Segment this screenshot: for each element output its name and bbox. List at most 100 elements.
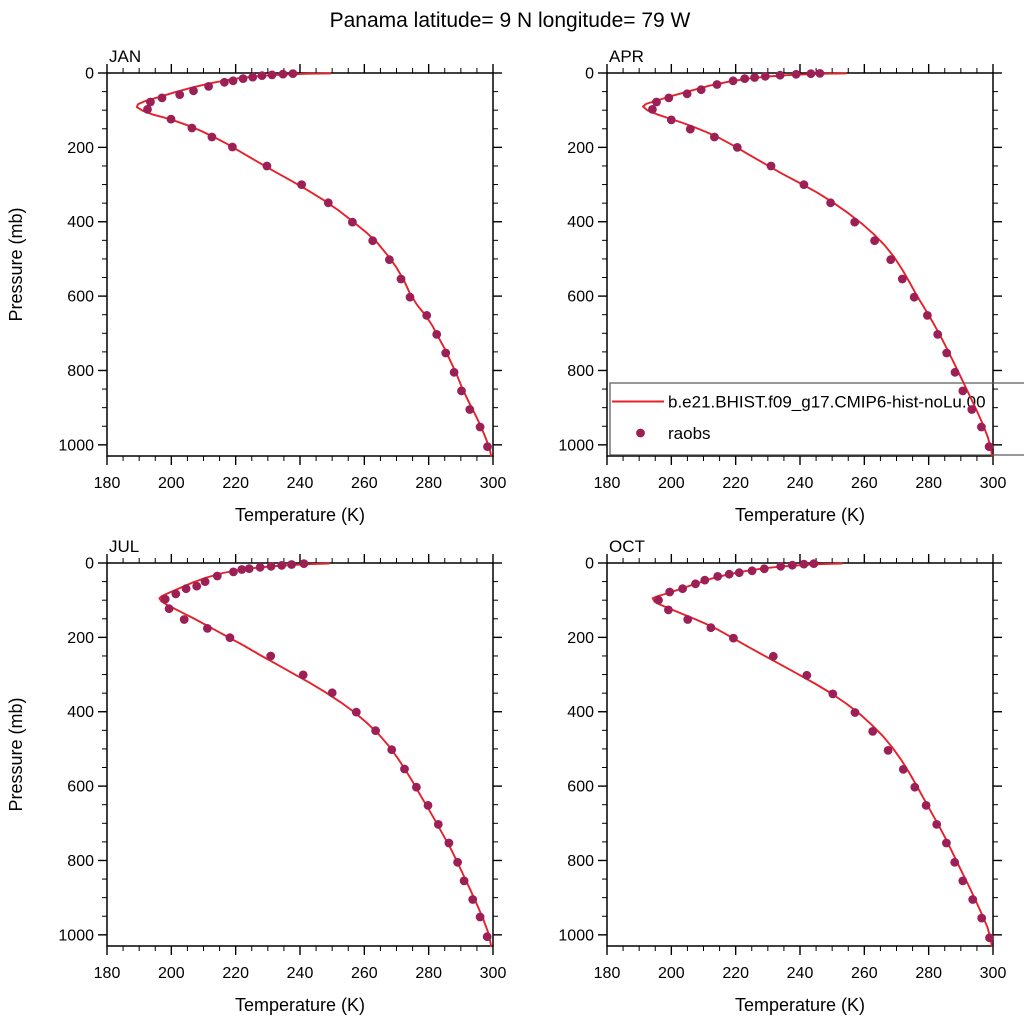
- y-tick-label: 1000: [58, 927, 94, 944]
- x-tick-label: 200: [658, 475, 685, 492]
- raobs-point: [432, 330, 442, 339]
- x-tick-label: 300: [480, 475, 507, 492]
- raobs-point: [351, 707, 361, 717]
- raobs-point: [740, 74, 750, 83]
- raobs-point: [449, 367, 459, 377]
- y-tick-label: 1000: [58, 437, 94, 454]
- raobs-point: [685, 124, 695, 134]
- raobs-point: [200, 577, 210, 586]
- raobs-point: [897, 274, 907, 284]
- raobs-point: [886, 255, 896, 265]
- raobs-point: [898, 765, 908, 774]
- raobs-point: [826, 198, 835, 208]
- raobs-point: [297, 180, 306, 190]
- y-tick-label: 400: [67, 214, 94, 231]
- raobs-point: [828, 689, 838, 699]
- axes-layer: 180 200 220 240 260 280 3000200400600800100018…: [58, 64, 1006, 982]
- raobs-point: [870, 236, 879, 246]
- raobs-point: [228, 142, 237, 152]
- raobs-point: [482, 932, 492, 942]
- y-tick-label: 600: [567, 289, 594, 306]
- x-axis-title-jan: Temperature (K): [235, 505, 365, 525]
- x-tick-label: 240: [787, 475, 814, 492]
- raobs-point: [164, 604, 174, 614]
- x-tick-label: 280: [415, 475, 442, 492]
- raobs-point: [459, 876, 469, 886]
- x-tick-label: 260: [851, 475, 878, 492]
- y-tick-label: 1000: [558, 437, 594, 454]
- raobs-point: [942, 348, 952, 358]
- legend-label-raobs: raobs: [668, 424, 711, 443]
- panel-series-jul: [158, 559, 493, 947]
- y-tick-label: 200: [67, 630, 94, 647]
- legend-border: [609, 382, 1024, 456]
- plot-frame-jan: [106, 72, 494, 457]
- raobs-point: [422, 311, 432, 320]
- x-tick-label: 300: [980, 475, 1007, 492]
- raobs-point: [237, 565, 247, 574]
- raobs-point: [187, 123, 197, 133]
- x-tick-label: 300: [480, 965, 507, 982]
- raobs-point: [921, 801, 931, 810]
- x-tick-label: 220: [222, 965, 249, 982]
- raobs-point: [229, 567, 238, 577]
- raobs-point: [143, 105, 152, 114]
- raobs-point: [768, 651, 778, 661]
- raobs-point: [728, 76, 738, 86]
- x-tick-label: 200: [158, 475, 185, 492]
- y-tick-label: 600: [67, 289, 94, 306]
- raobs-point: [654, 595, 663, 605]
- y-tick-label: 0: [85, 66, 94, 83]
- panel-axes-oct: 180 200 220 240 260 280 300 0 200 400 600 800 1000: [558, 554, 1006, 982]
- raobs-point: [652, 97, 661, 107]
- y-tick-label: 400: [567, 214, 594, 231]
- raobs-point: [171, 589, 181, 599]
- plot-frame-oct: [606, 562, 994, 947]
- raobs-point: [475, 912, 485, 922]
- raobs-point: [483, 442, 492, 452]
- raobs-point: [760, 71, 770, 81]
- raobs-point: [166, 114, 176, 124]
- raobs-point: [977, 422, 986, 432]
- raobs-point: [146, 97, 155, 107]
- y-tick-label: 200: [67, 140, 94, 157]
- raobs-point: [791, 69, 801, 79]
- raobs-point: [278, 69, 288, 79]
- y-tick-label: 0: [585, 66, 594, 83]
- raobs-point: [968, 895, 978, 904]
- curves-layer: [135, 69, 994, 947]
- raobs-point: [977, 913, 987, 923]
- raobs-point: [942, 838, 951, 848]
- legend-raobs-marker-sample: [636, 428, 645, 438]
- panel-axes-jan: 180 200 220 240 260 280 300 0 200 400 600 800 1000: [58, 64, 506, 492]
- plot-frame-jul: [106, 562, 494, 947]
- raobs-dots-oct: [654, 559, 994, 943]
- raobs-point: [277, 561, 287, 570]
- x-tick-label: 180: [94, 475, 121, 492]
- raobs-point: [244, 564, 254, 573]
- x-tick-label: 260: [851, 965, 878, 982]
- raobs-point: [412, 782, 421, 792]
- raobs-point: [850, 708, 860, 717]
- raobs-point: [664, 605, 673, 615]
- raobs-point: [266, 651, 276, 661]
- y-tick-label: 400: [67, 704, 94, 721]
- raobs-point: [868, 727, 878, 736]
- raobs-point: [248, 72, 258, 82]
- raobs-point: [255, 562, 265, 572]
- raobs-point: [666, 115, 676, 125]
- raobs-point: [932, 820, 942, 829]
- raobs-point: [806, 69, 816, 79]
- model-line-jan: [135, 72, 493, 457]
- raobs-point: [950, 857, 960, 867]
- raobs-point: [387, 745, 397, 755]
- y-tick-label: 1000: [558, 927, 594, 944]
- y-tick-label: 800: [67, 363, 94, 380]
- x-tick-label: 240: [287, 965, 314, 982]
- raobs-point: [468, 895, 478, 904]
- raobs-point: [799, 559, 809, 569]
- raobs-point: [665, 587, 675, 597]
- raobs-point: [262, 161, 272, 171]
- model-line-oct: [651, 562, 993, 947]
